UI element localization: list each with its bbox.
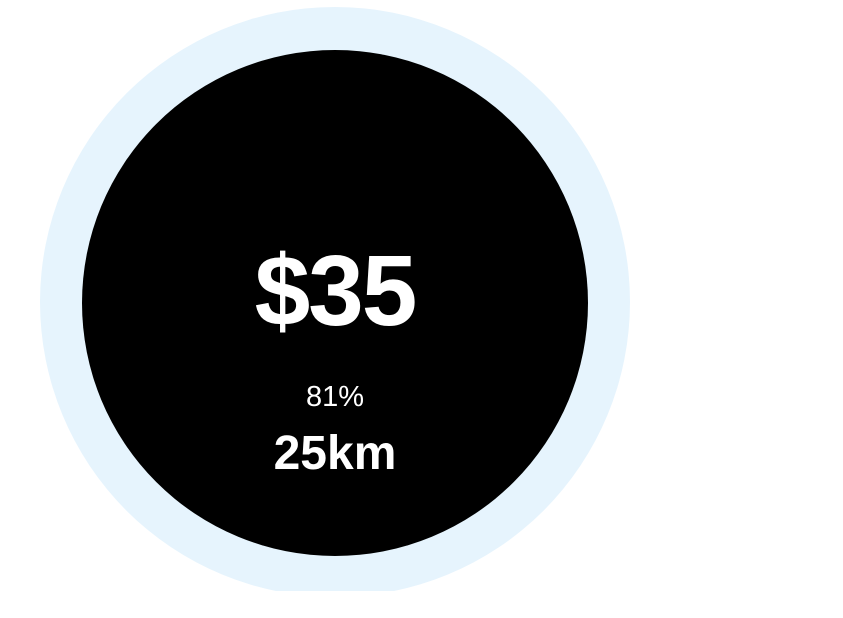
info-circle	[82, 50, 588, 556]
percent-value: 81%	[305, 381, 365, 413]
bottom-edge	[0, 591, 843, 618]
price-value: $35	[254, 235, 418, 347]
distance-value: 25km	[273, 427, 397, 480]
